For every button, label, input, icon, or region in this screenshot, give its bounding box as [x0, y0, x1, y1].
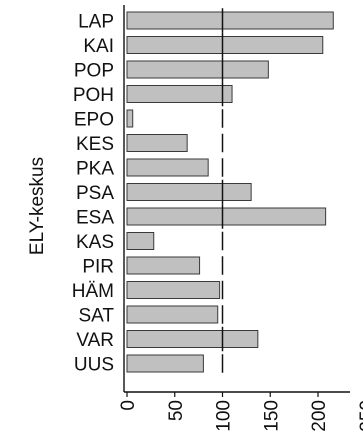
bar-kes	[126, 134, 188, 152]
category-label: ESA	[76, 208, 114, 229]
category-label: UUS	[74, 355, 114, 376]
bar-poh	[126, 85, 233, 103]
category-labels-group: LAP KAI POP POH EPO KES PKA PSA ESA KAS PIR HÄM SAT V…	[72, 12, 115, 376]
x-tick-label: 100	[214, 400, 235, 432]
x-tick-label: 150	[261, 400, 282, 432]
bar-sat	[126, 305, 219, 324]
axes-group	[123, 5, 350, 397]
category-label: PIR	[82, 257, 114, 278]
bars-group	[126, 11, 334, 373]
bar-esa	[126, 207, 327, 226]
category-label: KAS	[76, 232, 114, 253]
y-axis-label: ELY-keskus	[27, 157, 48, 255]
x-tick-labels-group: 0 50 100 150 200 250	[118, 400, 363, 432]
category-label: POH	[73, 85, 114, 106]
bar-häm	[126, 281, 221, 299]
bar-epo	[126, 109, 134, 128]
bar-kai	[126, 36, 324, 54]
bar-lap	[126, 11, 334, 30]
x-tick-label: 250	[357, 400, 363, 432]
bar-kas	[126, 232, 155, 250]
bar-pir	[126, 256, 201, 275]
category-label: PSA	[76, 183, 114, 204]
category-label: KAI	[83, 36, 114, 57]
category-label: KES	[76, 134, 114, 155]
bar-pop	[126, 60, 269, 79]
bar-pka	[126, 158, 209, 177]
category-label: EPO	[74, 110, 114, 131]
category-label: PKA	[76, 159, 114, 180]
category-label: LAP	[78, 12, 114, 33]
category-label: POP	[74, 61, 114, 82]
category-label: HÄM	[72, 281, 114, 302]
x-tick-label: 0	[118, 400, 139, 411]
category-label: VAR	[76, 330, 114, 351]
category-label: SAT	[78, 306, 114, 327]
bar-uus	[126, 354, 204, 373]
bar-var	[126, 330, 259, 348]
x-tick-label: 50	[166, 400, 187, 421]
x-tick-label: 200	[309, 400, 330, 432]
bar-psa	[126, 183, 252, 201]
